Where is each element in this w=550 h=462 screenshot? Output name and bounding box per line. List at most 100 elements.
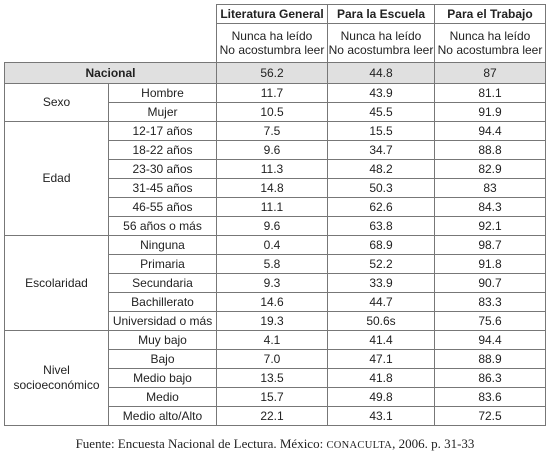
- row-label: Bajo: [108, 349, 217, 369]
- reading-habits-table: Literatura General Para la Escuela Para …: [4, 4, 546, 426]
- data-cell: 83.3: [434, 292, 546, 312]
- subheader-blank: [5, 24, 109, 63]
- row-label: Hombre: [108, 83, 217, 103]
- header-blank: [5, 5, 109, 24]
- subheader-line: No acostumbra leer: [437, 43, 543, 57]
- data-cell: 7.5: [216, 121, 328, 141]
- table-row: 23-30 años 11.3 48.2 82.9: [5, 159, 546, 179]
- table-row: Nivel socioeconómico Muy bajo 4.1 41.4 94.4: [4, 330, 546, 426]
- subheader-line: No acostumbra leer: [219, 43, 325, 57]
- nacional-value: 44.8: [327, 62, 435, 84]
- data-cell: 90.7: [434, 273, 546, 293]
- data-cell: 83: [434, 178, 546, 198]
- data-cell: 50.3: [327, 178, 435, 198]
- row-label: Primaria: [108, 254, 217, 274]
- row-label: 18-22 años: [108, 140, 217, 160]
- row-label: Mujer: [108, 102, 217, 122]
- data-cell: 43.9: [327, 83, 435, 103]
- data-cell: 14.8: [216, 178, 328, 198]
- table-row: Medio bajo 13.5 41.8 86.3: [5, 368, 546, 388]
- subheader-row: Nunca ha leído No acostumbra leer Nunca ha…: [5, 23, 546, 63]
- nacional-value: 87: [434, 62, 546, 84]
- data-cell: 62.6: [327, 197, 435, 217]
- row-label: 56 años o más: [108, 216, 217, 236]
- subheader-blank: [109, 24, 217, 63]
- data-cell: 48.2: [327, 159, 435, 179]
- column-header: Para el Trabajo: [434, 4, 546, 24]
- group-label: Escolaridad: [4, 235, 109, 331]
- row-label: Medio alto/Alto: [108, 406, 217, 426]
- subheader-line: Nunca ha leído: [449, 29, 531, 43]
- table-row: Edad 12-17 años 7.5 15.5 94.4: [4, 121, 546, 236]
- table-row: Primaria 5.8 52.2 91.8: [5, 254, 546, 274]
- data-cell: 91.9: [434, 102, 546, 122]
- data-cell: 15.5: [327, 121, 435, 141]
- row-label: Universidad o más: [108, 311, 217, 331]
- table-row: Universidad o más 19.3 50.6s 75.6: [5, 311, 546, 331]
- nacional-row: Nacional 56.2 44.8 87: [4, 62, 546, 84]
- data-cell: 19.3: [216, 311, 328, 331]
- data-cell: 44.7: [327, 292, 435, 312]
- data-cell: 15.7: [216, 387, 328, 407]
- data-cell: 9.6: [216, 140, 328, 160]
- reading-habits-table-container: Literatura General Para la Escuela Para …: [4, 4, 546, 426]
- data-cell: 10.5: [216, 102, 328, 122]
- source-org: CONACULTA: [326, 440, 393, 451]
- subheader-line: Nunca ha leído: [340, 29, 422, 43]
- data-cell: 49.8: [327, 387, 435, 407]
- data-cell: 63.8: [327, 216, 435, 236]
- row-label: Medio bajo: [108, 368, 217, 388]
- data-cell: 5.8: [216, 254, 328, 274]
- data-cell: 9.6: [216, 216, 328, 236]
- data-cell: 72.5: [434, 406, 546, 426]
- table-row: 31-45 años 14.8 50.3 83: [5, 178, 546, 198]
- row-label: Medio: [108, 387, 217, 407]
- data-cell: 41.8: [327, 368, 435, 388]
- group-label: Edad: [4, 121, 109, 236]
- subheader-line: Nunca ha leído: [231, 29, 313, 43]
- data-cell: 86.3: [434, 368, 546, 388]
- column-header: Literatura General: [216, 4, 328, 24]
- data-cell: 11.1: [216, 197, 328, 217]
- row-label: Secundaria: [108, 273, 217, 293]
- column-header: Para la Escuela: [327, 4, 435, 24]
- data-cell: 68.9: [327, 235, 435, 255]
- data-cell: 94.4: [434, 121, 546, 141]
- data-cell: 98.7: [434, 235, 546, 255]
- data-cell: 7.0: [216, 349, 328, 369]
- data-cell: 88.8: [434, 140, 546, 160]
- data-cell: 41.4: [327, 330, 435, 350]
- source-note: Fuente: Encuesta Nacional de Lectura. Mé…: [0, 436, 550, 452]
- group-label-line: Edad: [42, 171, 71, 185]
- nacional-value: 56.2: [216, 62, 328, 84]
- row-label: Bachillerato: [108, 292, 217, 312]
- subheader-line: No acostumbra leer: [328, 43, 434, 57]
- data-cell: 91.8: [434, 254, 546, 274]
- group-label-line: Sexo: [42, 95, 71, 109]
- group-label-line: Escolaridad: [25, 275, 88, 290]
- row-label: Ninguna: [108, 235, 217, 255]
- nacional-label: Nacional: [4, 62, 217, 84]
- row-label: Muy bajo: [108, 330, 217, 350]
- header-row: Literatura General Para la Escuela Para …: [5, 4, 546, 24]
- subheader-cell: Nunca ha leído No acostumbra leer: [327, 23, 435, 63]
- table-row: Bachillerato 14.6 44.7 83.3: [5, 292, 546, 312]
- row-label: 12-17 años: [108, 121, 217, 141]
- data-cell: 88.9: [434, 349, 546, 369]
- data-cell: 81.1: [434, 83, 546, 103]
- table-row: Medio alto/Alto 22.1 43.1 72.5: [5, 406, 546, 426]
- data-cell: 0.4: [216, 235, 328, 255]
- data-cell: 22.1: [216, 406, 328, 426]
- subheader-cell: Nunca ha leído No acostumbra leer: [434, 23, 546, 63]
- data-cell: 50.6s: [327, 311, 435, 331]
- data-cell: 84.3: [434, 197, 546, 217]
- data-cell: 34.7: [327, 140, 435, 160]
- table-row: Escolaridad Ninguna 0.4 68.9 98.7: [4, 235, 546, 331]
- data-cell: 14.6: [216, 292, 328, 312]
- data-cell: 4.1: [216, 330, 328, 350]
- data-cell: 83.6: [434, 387, 546, 407]
- group-label-line: socioeconómico: [13, 378, 100, 392]
- data-cell: 13.5: [216, 368, 328, 388]
- group-label: Nivel socioeconómico: [4, 330, 109, 426]
- data-cell: 45.5: [327, 102, 435, 122]
